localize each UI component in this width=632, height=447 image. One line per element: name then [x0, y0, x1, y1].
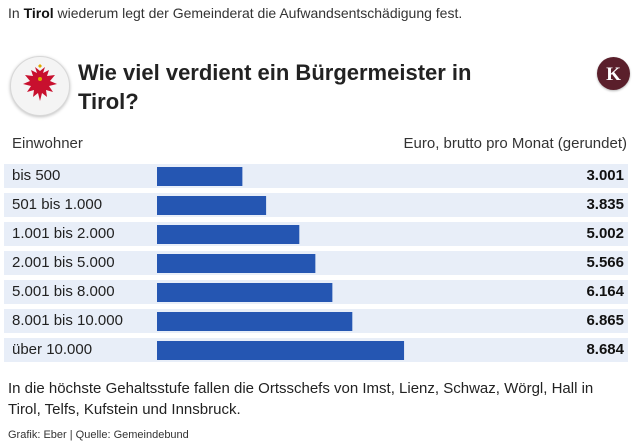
value-label: 6.865: [586, 312, 624, 329]
footnote: In die höchste Gehaltsstufe fallen die O…: [8, 380, 594, 418]
bar-1: [157, 196, 267, 215]
svg-text:K: K: [606, 64, 621, 85]
bar-6: [157, 341, 405, 360]
chart-canvas: [4, 164, 628, 362]
bar-2: [157, 225, 300, 244]
category-label: 501 bis 1.000: [12, 196, 103, 213]
category-label: 5.001 bis 8.000: [12, 283, 115, 300]
bar-5: [157, 312, 353, 331]
row-background: [4, 193, 628, 217]
intro-bold: Tirol: [23, 5, 54, 21]
bar-4: [157, 283, 333, 302]
category-label: 2.001 bis 5.000: [12, 254, 115, 271]
newspaper-k-logo-icon[interactable]: K: [597, 57, 630, 90]
category-label: 1.001 bis 2.000: [12, 225, 115, 242]
value-label: 3.835: [586, 196, 624, 213]
value-label: 3.001: [586, 167, 624, 184]
value-label: 6.164: [586, 283, 624, 300]
value-label: 8.684: [586, 341, 624, 358]
page-title: Wie viel verdient ein Bürgermeister in T…: [78, 60, 472, 114]
value-label: 5.002: [586, 225, 624, 242]
row-background: [4, 251, 628, 275]
bar-3: [157, 254, 316, 273]
source-credit: Grafik: Eber | Quelle: Gemeindebund: [8, 429, 189, 441]
salary-bar-chart: bis 500 3.001 501 bis 1.000 3.835 1.001 bis …: [0, 160, 632, 370]
category-label: 8.001 bis 10.000: [12, 312, 123, 329]
column-header-euro: Euro, brutto pro Monat (gerundet): [403, 135, 627, 152]
value-label: 5.566: [586, 254, 624, 271]
column-header-einwohner: Einwohner: [12, 135, 83, 152]
category-label: bis 500: [12, 167, 61, 184]
row-background: [4, 222, 628, 246]
bar-0: [157, 167, 243, 186]
tyrol-eagle-coat-of-arms-icon: [10, 56, 70, 116]
category-label: über 10.000: [12, 341, 93, 358]
row-background: [4, 164, 628, 188]
intro-text: In Tirol wiederum legt der Gemeinderat d…: [8, 5, 463, 21]
